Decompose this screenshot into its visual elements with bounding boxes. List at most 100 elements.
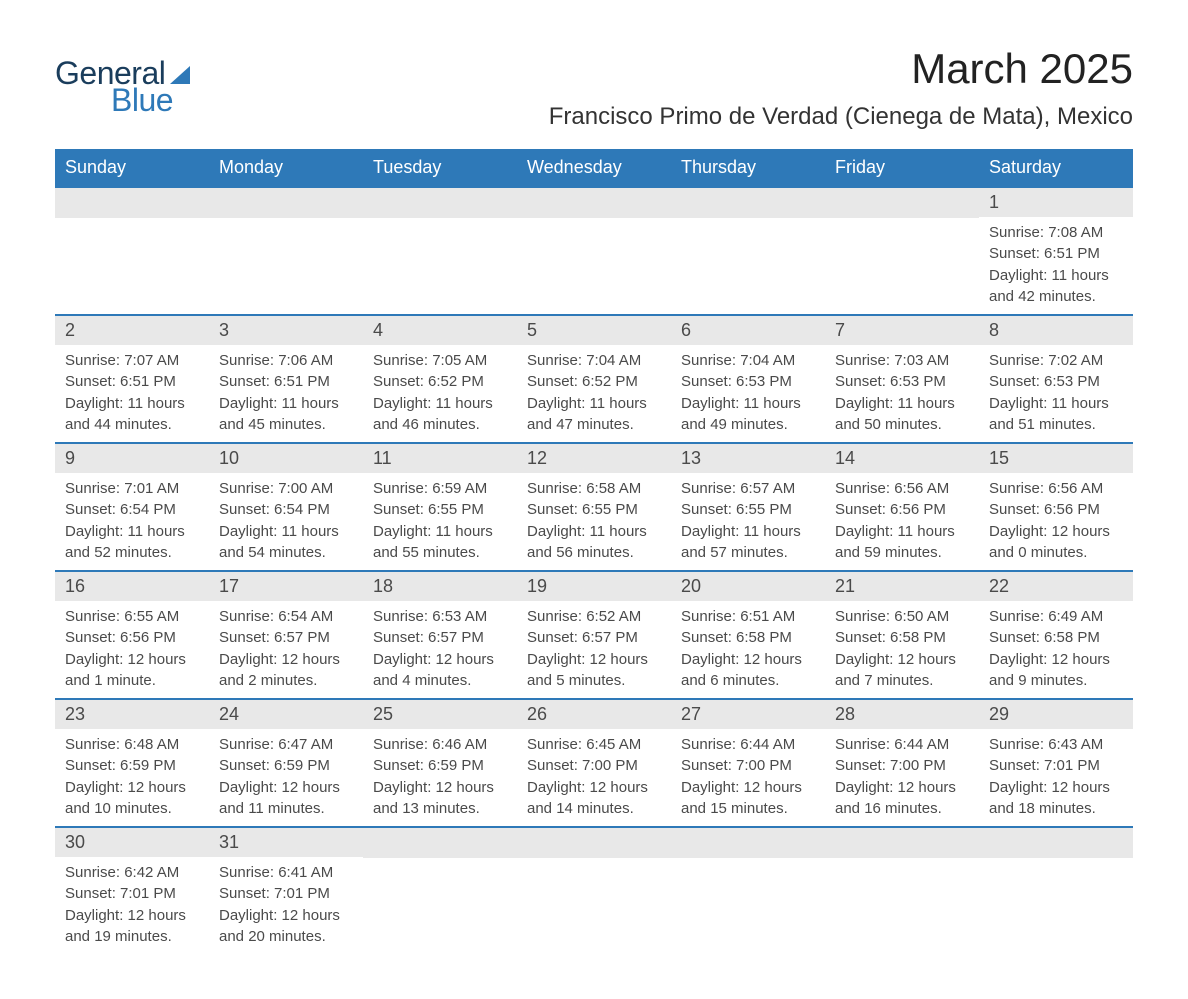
page-header: General Blue March 2025 Francisco Primo … <box>55 45 1133 131</box>
day-daylight2: and 44 minutes. <box>65 415 199 435</box>
day-sunrise: Sunrise: 7:08 AM <box>989 223 1123 243</box>
day-number: 3 <box>209 316 363 345</box>
empty-day-number <box>825 188 979 218</box>
day-content: Sunrise: 6:46 AMSunset: 6:59 PMDaylight:… <box>363 729 517 826</box>
day-sunset: Sunset: 6:57 PM <box>219 628 353 648</box>
day-sunset: Sunset: 6:58 PM <box>989 628 1123 648</box>
day-sunset: Sunset: 6:51 PM <box>989 244 1123 264</box>
day-sunset: Sunset: 7:01 PM <box>219 884 353 904</box>
day-cell: 1Sunrise: 7:08 AMSunset: 6:51 PMDaylight… <box>979 188 1133 314</box>
day-number: 21 <box>825 572 979 601</box>
day-cell: 6Sunrise: 7:04 AMSunset: 6:53 PMDaylight… <box>671 316 825 442</box>
day-content: Sunrise: 6:48 AMSunset: 6:59 PMDaylight:… <box>55 729 209 826</box>
day-content: Sunrise: 6:50 AMSunset: 6:58 PMDaylight:… <box>825 601 979 698</box>
day-content: Sunrise: 6:57 AMSunset: 6:55 PMDaylight:… <box>671 473 825 570</box>
empty-day-content <box>517 858 671 918</box>
empty-day-number <box>363 828 517 858</box>
day-daylight2: and 14 minutes. <box>527 799 661 819</box>
day-number: 4 <box>363 316 517 345</box>
day-sunset: Sunset: 6:56 PM <box>835 500 969 520</box>
day-sunrise: Sunrise: 7:04 AM <box>527 351 661 371</box>
day-cell: 8Sunrise: 7:02 AMSunset: 6:53 PMDaylight… <box>979 316 1133 442</box>
day-sunset: Sunset: 6:55 PM <box>527 500 661 520</box>
day-daylight1: Daylight: 11 hours <box>373 394 507 414</box>
day-cell: 23Sunrise: 6:48 AMSunset: 6:59 PMDayligh… <box>55 700 209 826</box>
day-cell: 12Sunrise: 6:58 AMSunset: 6:55 PMDayligh… <box>517 444 671 570</box>
day-number: 19 <box>517 572 671 601</box>
day-daylight1: Daylight: 11 hours <box>65 522 199 542</box>
day-content: Sunrise: 6:47 AMSunset: 6:59 PMDaylight:… <box>209 729 363 826</box>
day-cell: 14Sunrise: 6:56 AMSunset: 6:56 PMDayligh… <box>825 444 979 570</box>
day-cell: 21Sunrise: 6:50 AMSunset: 6:58 PMDayligh… <box>825 572 979 698</box>
day-sunrise: Sunrise: 6:56 AM <box>989 479 1123 499</box>
day-sunrise: Sunrise: 6:41 AM <box>219 863 353 883</box>
logo: General Blue <box>55 55 190 119</box>
day-daylight2: and 20 minutes. <box>219 927 353 947</box>
empty-day-content <box>363 858 517 918</box>
day-number: 20 <box>671 572 825 601</box>
day-daylight1: Daylight: 11 hours <box>989 266 1123 286</box>
day-sunrise: Sunrise: 6:46 AM <box>373 735 507 755</box>
empty-day-number <box>517 188 671 218</box>
day-cell: 27Sunrise: 6:44 AMSunset: 7:00 PMDayligh… <box>671 700 825 826</box>
day-daylight2: and 13 minutes. <box>373 799 507 819</box>
week-row: 16Sunrise: 6:55 AMSunset: 6:56 PMDayligh… <box>55 570 1133 698</box>
empty-day-content <box>517 218 671 278</box>
day-number: 2 <box>55 316 209 345</box>
day-daylight1: Daylight: 11 hours <box>681 394 815 414</box>
day-cell: 3Sunrise: 7:06 AMSunset: 6:51 PMDaylight… <box>209 316 363 442</box>
day-daylight2: and 49 minutes. <box>681 415 815 435</box>
day-sunrise: Sunrise: 6:58 AM <box>527 479 661 499</box>
day-content: Sunrise: 6:56 AMSunset: 6:56 PMDaylight:… <box>979 473 1133 570</box>
day-content: Sunrise: 7:01 AMSunset: 6:54 PMDaylight:… <box>55 473 209 570</box>
day-daylight2: and 9 minutes. <box>989 671 1123 691</box>
weekday-header-cell: Sunday <box>55 149 209 186</box>
day-daylight2: and 51 minutes. <box>989 415 1123 435</box>
empty-day-content <box>825 218 979 278</box>
day-cell: 20Sunrise: 6:51 AMSunset: 6:58 PMDayligh… <box>671 572 825 698</box>
day-cell <box>517 828 671 954</box>
day-content: Sunrise: 6:56 AMSunset: 6:56 PMDaylight:… <box>825 473 979 570</box>
day-daylight2: and 50 minutes. <box>835 415 969 435</box>
day-content: Sunrise: 7:04 AMSunset: 6:53 PMDaylight:… <box>671 345 825 442</box>
empty-day-content <box>209 218 363 278</box>
day-sunrise: Sunrise: 6:45 AM <box>527 735 661 755</box>
day-daylight1: Daylight: 12 hours <box>219 778 353 798</box>
day-sunrise: Sunrise: 7:00 AM <box>219 479 353 499</box>
day-cell: 10Sunrise: 7:00 AMSunset: 6:54 PMDayligh… <box>209 444 363 570</box>
day-sunrise: Sunrise: 7:03 AM <box>835 351 969 371</box>
empty-day-number <box>671 188 825 218</box>
day-sunrise: Sunrise: 6:44 AM <box>835 735 969 755</box>
day-daylight1: Daylight: 11 hours <box>219 522 353 542</box>
day-daylight1: Daylight: 12 hours <box>373 650 507 670</box>
day-sunrise: Sunrise: 6:55 AM <box>65 607 199 627</box>
day-cell: 28Sunrise: 6:44 AMSunset: 7:00 PMDayligh… <box>825 700 979 826</box>
day-content: Sunrise: 6:45 AMSunset: 7:00 PMDaylight:… <box>517 729 671 826</box>
logo-triangle-icon <box>170 66 190 84</box>
empty-day-number <box>363 188 517 218</box>
day-cell <box>209 188 363 314</box>
day-daylight2: and 56 minutes. <box>527 543 661 563</box>
day-number: 17 <box>209 572 363 601</box>
empty-day-number <box>979 828 1133 858</box>
day-content: Sunrise: 6:49 AMSunset: 6:58 PMDaylight:… <box>979 601 1133 698</box>
day-sunrise: Sunrise: 6:56 AM <box>835 479 969 499</box>
day-content: Sunrise: 7:05 AMSunset: 6:52 PMDaylight:… <box>363 345 517 442</box>
weekday-header-row: SundayMondayTuesdayWednesdayThursdayFrid… <box>55 149 1133 186</box>
day-cell <box>517 188 671 314</box>
day-number: 11 <box>363 444 517 473</box>
day-content: Sunrise: 6:51 AMSunset: 6:58 PMDaylight:… <box>671 601 825 698</box>
week-row: 1Sunrise: 7:08 AMSunset: 6:51 PMDaylight… <box>55 186 1133 314</box>
day-number: 8 <box>979 316 1133 345</box>
day-sunset: Sunset: 6:56 PM <box>65 628 199 648</box>
day-daylight1: Daylight: 12 hours <box>65 650 199 670</box>
day-number: 27 <box>671 700 825 729</box>
weekday-header-cell: Friday <box>825 149 979 186</box>
day-daylight1: Daylight: 11 hours <box>65 394 199 414</box>
day-number: 9 <box>55 444 209 473</box>
day-cell: 31Sunrise: 6:41 AMSunset: 7:01 PMDayligh… <box>209 828 363 954</box>
day-daylight2: and 18 minutes. <box>989 799 1123 819</box>
day-number: 28 <box>825 700 979 729</box>
day-sunrise: Sunrise: 7:05 AM <box>373 351 507 371</box>
day-sunrise: Sunrise: 6:48 AM <box>65 735 199 755</box>
